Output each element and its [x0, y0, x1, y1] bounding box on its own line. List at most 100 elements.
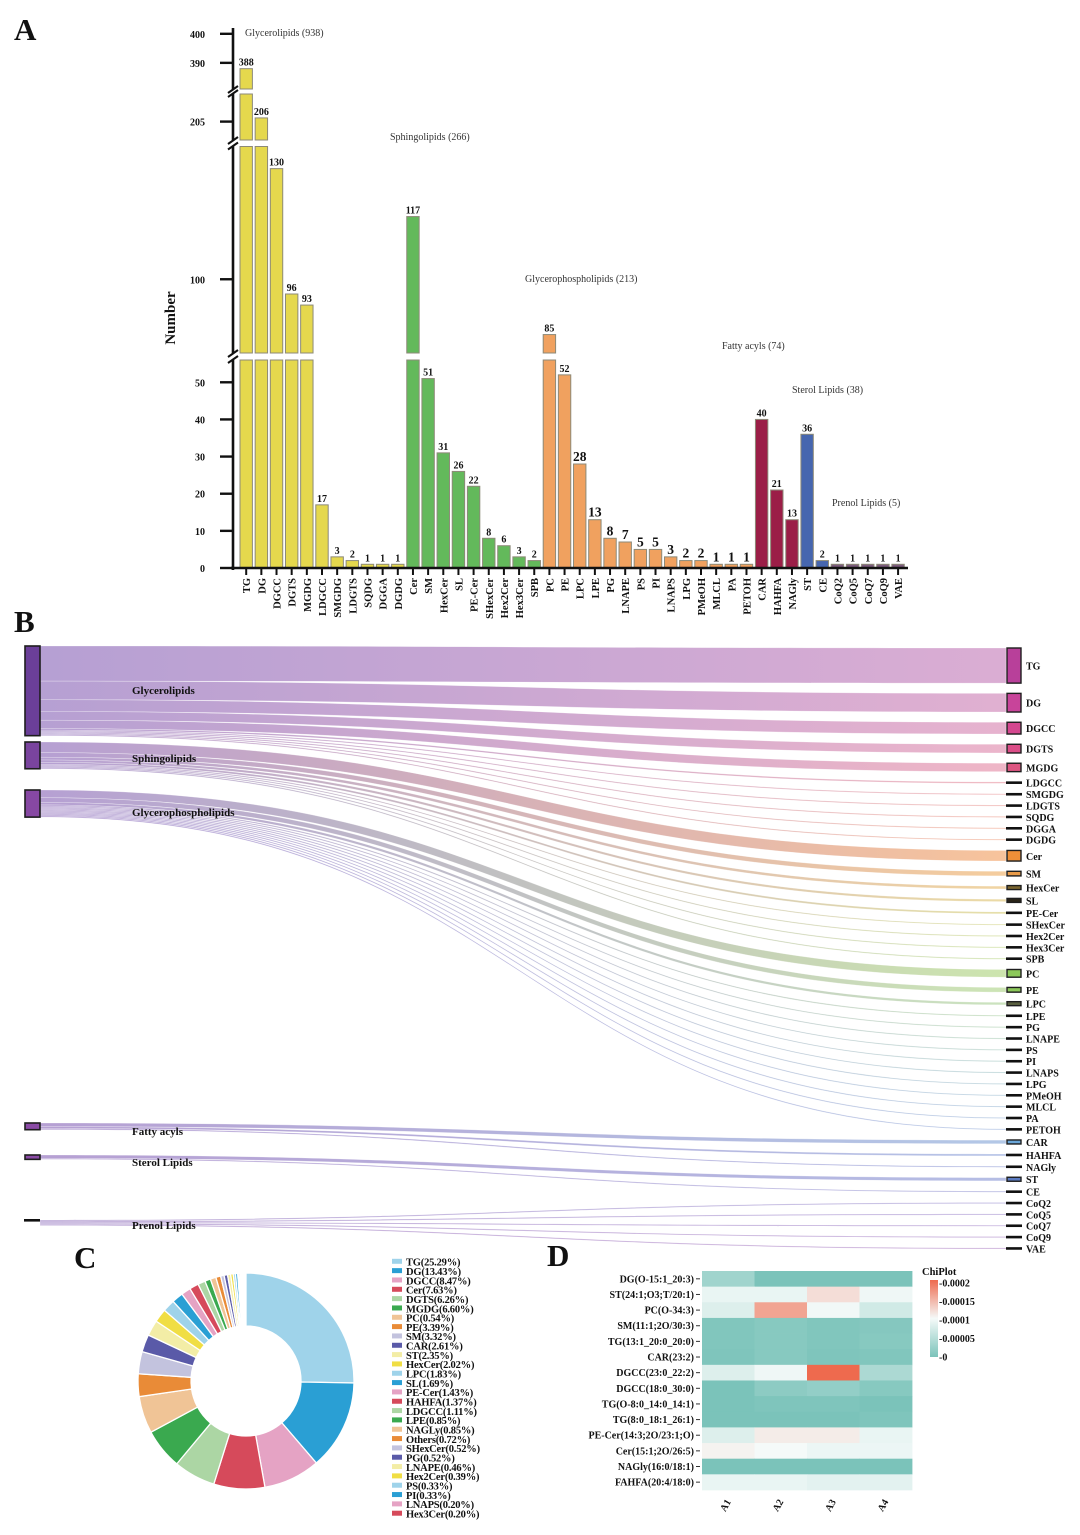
flow-MGDG — [39, 720, 1007, 772]
legend-label: LDGCC(1.11%) — [406, 1407, 478, 1418]
bar-SL — [451, 470, 466, 569]
flow-LPC — [39, 802, 1007, 1006]
target-node-NAGly: NAGly — [1006, 1163, 1056, 1174]
y-tick-label: 100 — [190, 275, 205, 286]
target-node-DGGA: DGGA — [1006, 824, 1057, 835]
node-box — [1006, 1000, 1022, 1007]
legend-swatch — [392, 1436, 402, 1442]
target-label: PA — [1026, 1114, 1039, 1125]
x-tick-label: SQDG — [363, 578, 374, 608]
bar-SM — [421, 378, 435, 569]
bar-value-label: 1 — [728, 549, 735, 564]
node-box — [1006, 721, 1022, 735]
bar-segment — [300, 359, 314, 569]
pie-slice-Hex3Cer — [238, 1272, 244, 1327]
heatmap-cell — [859, 1302, 913, 1319]
bar-segment — [269, 168, 284, 354]
bar-value-label: 7 — [622, 527, 629, 542]
target-label: HAHFA — [1026, 1151, 1062, 1162]
legend-label: LPC(1.83%) — [406, 1370, 462, 1381]
node-box — [24, 1154, 41, 1161]
target-label: DGCC — [1026, 724, 1055, 735]
legend-swatch — [392, 1342, 402, 1348]
bar-value-label: 93 — [302, 294, 312, 305]
node-marker — [1006, 1082, 1022, 1086]
x-tick-label: MLCL — [712, 578, 723, 610]
axis-break-mark — [227, 141, 239, 151]
panel-label-c: C — [74, 1240, 96, 1275]
y-tick-label: 30 — [195, 453, 205, 464]
target-label: PS — [1026, 1046, 1038, 1057]
bar-PC — [542, 334, 557, 569]
heatmap-cell — [702, 1380, 755, 1397]
legend-item: PI(0.33%) — [392, 1491, 451, 1502]
x-tick-label: NAGly — [788, 577, 799, 609]
heatmap-cell — [807, 1286, 860, 1303]
target-label: SPB — [1026, 955, 1045, 966]
y-tick-label: 390 — [190, 59, 205, 70]
x-tick-label: PMeOH — [697, 578, 708, 615]
heatmap-cell — [807, 1411, 860, 1428]
target-label: PETOH — [1026, 1125, 1061, 1136]
bar-segment — [557, 374, 572, 569]
x-tick-label: PETOH — [742, 578, 753, 615]
bar-value-label: 2 — [698, 546, 705, 561]
target-node-SHexCer: SHexCer — [1006, 921, 1065, 932]
target-label: SHexCer — [1026, 921, 1065, 932]
node-marker — [1006, 1224, 1022, 1228]
x-tick-label: SM — [424, 578, 435, 594]
target-label: NAGly — [1026, 1163, 1056, 1174]
legend-swatch — [392, 1361, 402, 1367]
donut-chart-panel-c: TG(25.29%)DG(13.43%)DGCC(8.47%)Cer(7.63%… — [137, 1258, 481, 1521]
heatmap-cell — [702, 1474, 755, 1491]
target-label: CoQ2 — [1026, 1199, 1051, 1210]
target-node-DGDG: DGDG — [1006, 836, 1056, 847]
legend-label: LPE(0.85%) — [406, 1416, 461, 1427]
legend-label: SHexCer(0.52%) — [406, 1444, 481, 1455]
heatmap-cell — [859, 1380, 913, 1397]
heatmap-cell — [807, 1474, 860, 1491]
group-label: Sterol Lipids (38) — [792, 385, 863, 396]
heatmap-cell — [702, 1364, 755, 1381]
legend-item: Others(0.72%) — [392, 1435, 471, 1446]
bar-chart-panel-a: 01020304050100205390400Number388TG206DG1… — [163, 28, 908, 619]
legend-item: Hex3Cer(0.20%) — [392, 1510, 480, 1521]
bar-value-label: 36 — [802, 423, 812, 434]
target-node-DGTS: DGTS — [1006, 743, 1054, 756]
legend-item: PG(0.52%) — [392, 1454, 456, 1465]
heatmap-cell — [702, 1396, 755, 1413]
target-node-PI: PI — [1006, 1057, 1036, 1068]
x-tick-label: CoQ5 — [849, 578, 860, 604]
legend-label: ST(2.35%) — [406, 1351, 454, 1362]
bar-value-label: 2 — [532, 550, 537, 561]
legend-label: PI(0.33%) — [406, 1491, 451, 1502]
bar-segment — [451, 470, 466, 569]
bar-value-label: 26 — [453, 460, 463, 471]
node-box — [1006, 968, 1022, 978]
legend-item: PE-Cer(1.43%) — [392, 1388, 474, 1399]
bar-segment — [542, 359, 557, 569]
heatmap-cell — [702, 1443, 755, 1460]
bar-segment — [466, 485, 481, 569]
bar-value-label: 1 — [865, 553, 870, 564]
heatmap-cell — [807, 1302, 860, 1319]
x-tick-label: CE — [818, 578, 829, 593]
source-node-fatty-acyls: Fatty acyls — [24, 1122, 184, 1138]
axis-break-mark — [227, 349, 239, 358]
source-label: Glycerophospholipids — [132, 807, 235, 819]
heatmap-column-label: A4 — [876, 1498, 892, 1514]
y-axis-title: Number — [163, 291, 179, 345]
node-box — [1006, 1139, 1022, 1145]
node-box — [1006, 870, 1022, 877]
x-tick-label: MGDG — [303, 578, 314, 612]
panel-label-b: B — [14, 604, 35, 639]
y-tick-label: 10 — [195, 527, 205, 538]
bar-value-label: 13 — [787, 509, 797, 520]
heatmap-row-label: SM(11:1;2O/30:3) — [617, 1321, 694, 1332]
group-label: Sphingolipids (266) — [390, 132, 470, 143]
heatmap-cell — [754, 1443, 808, 1460]
legend-item: NAGLy(0.85%) — [392, 1426, 475, 1437]
node-box — [24, 645, 41, 737]
heatmap-row-label: TG(O-8:0_14:0_14:1) — [602, 1399, 694, 1410]
heatmap-column-label: A3 — [823, 1498, 839, 1514]
